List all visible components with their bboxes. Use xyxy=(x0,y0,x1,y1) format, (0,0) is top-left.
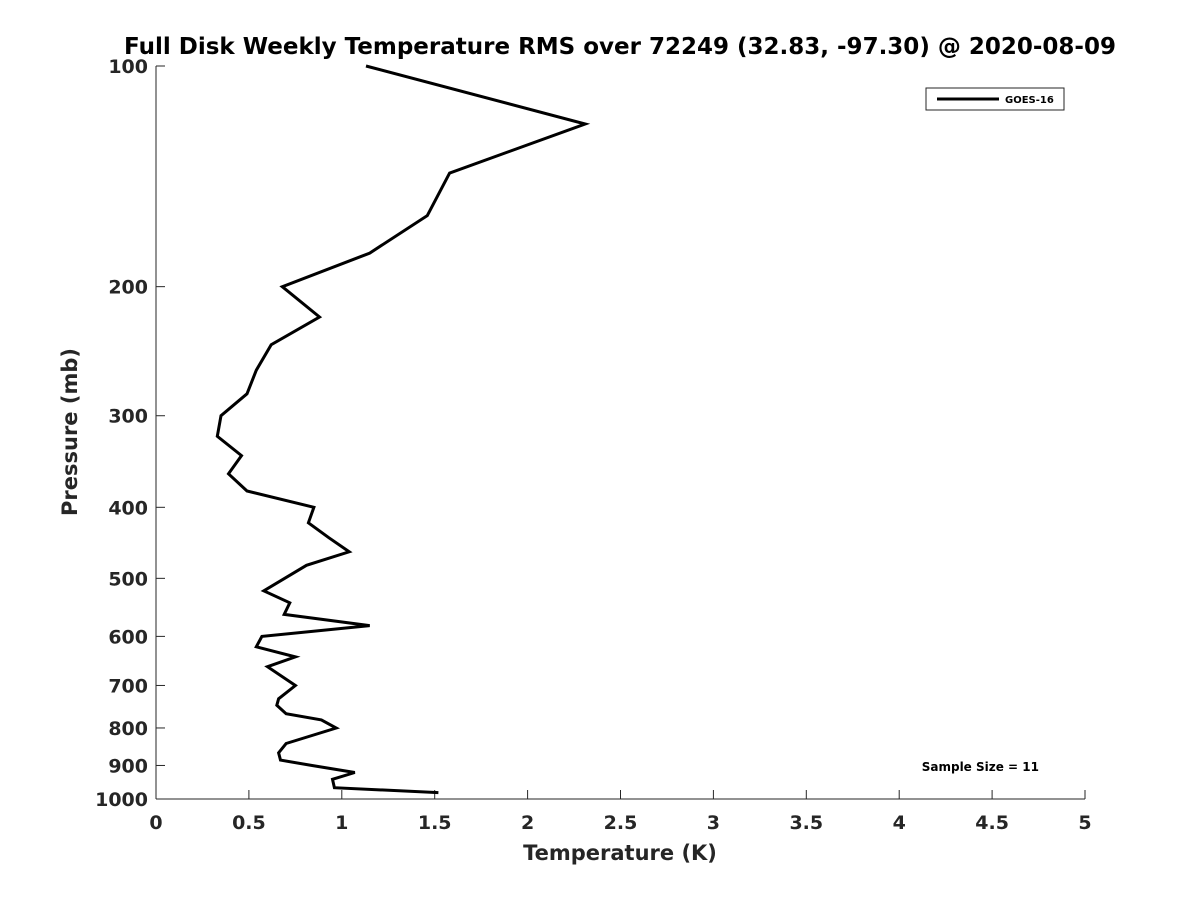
x-tick-label: 1.5 xyxy=(418,812,452,834)
y-tick-label: 100 xyxy=(108,56,148,78)
x-tick-label: 0.5 xyxy=(232,812,266,834)
y-tick-label: 1000 xyxy=(95,789,148,811)
sample-size-annotation: Sample Size = 11 xyxy=(922,760,1039,774)
y-axis: 100 200 300 400 500 600 700 800 900 1000 xyxy=(95,56,165,811)
x-tick-label: 5 xyxy=(1078,812,1091,834)
chart-title: Full Disk Weekly Temperature RMS over 72… xyxy=(124,34,1116,60)
x-axis: 0 0.5 1 1.5 2 2.5 3 3.5 4 4.5 5 xyxy=(149,790,1092,834)
legend: GOES-16 xyxy=(925,87,1065,111)
x-tick-label: 4.5 xyxy=(975,812,1009,834)
y-tick-label: 700 xyxy=(108,675,148,697)
x-tick-label: 3 xyxy=(707,812,720,834)
x-tick-label: 0 xyxy=(149,812,162,834)
x-tick-label: 3.5 xyxy=(789,812,823,834)
y-tick-label: 300 xyxy=(108,406,148,428)
series-line-goes-16 xyxy=(215,64,591,795)
y-tick-label: 900 xyxy=(108,755,148,777)
x-tick-label: 2 xyxy=(521,812,534,834)
y-tick-label: 400 xyxy=(108,497,148,519)
y-tick-label: 600 xyxy=(108,626,148,648)
y-tick-label: 500 xyxy=(108,568,148,590)
y-tick-label: 200 xyxy=(108,277,148,299)
y-tick-label: 800 xyxy=(108,718,148,740)
x-axis-label: Temperature (K) xyxy=(523,841,717,865)
y-axis-label: Pressure (mb) xyxy=(58,348,82,516)
x-tick-label: 4 xyxy=(893,812,906,834)
x-tick-label: 1 xyxy=(335,812,348,834)
x-tick-label: 2.5 xyxy=(604,812,638,834)
legend-label: GOES-16 xyxy=(1005,95,1054,106)
